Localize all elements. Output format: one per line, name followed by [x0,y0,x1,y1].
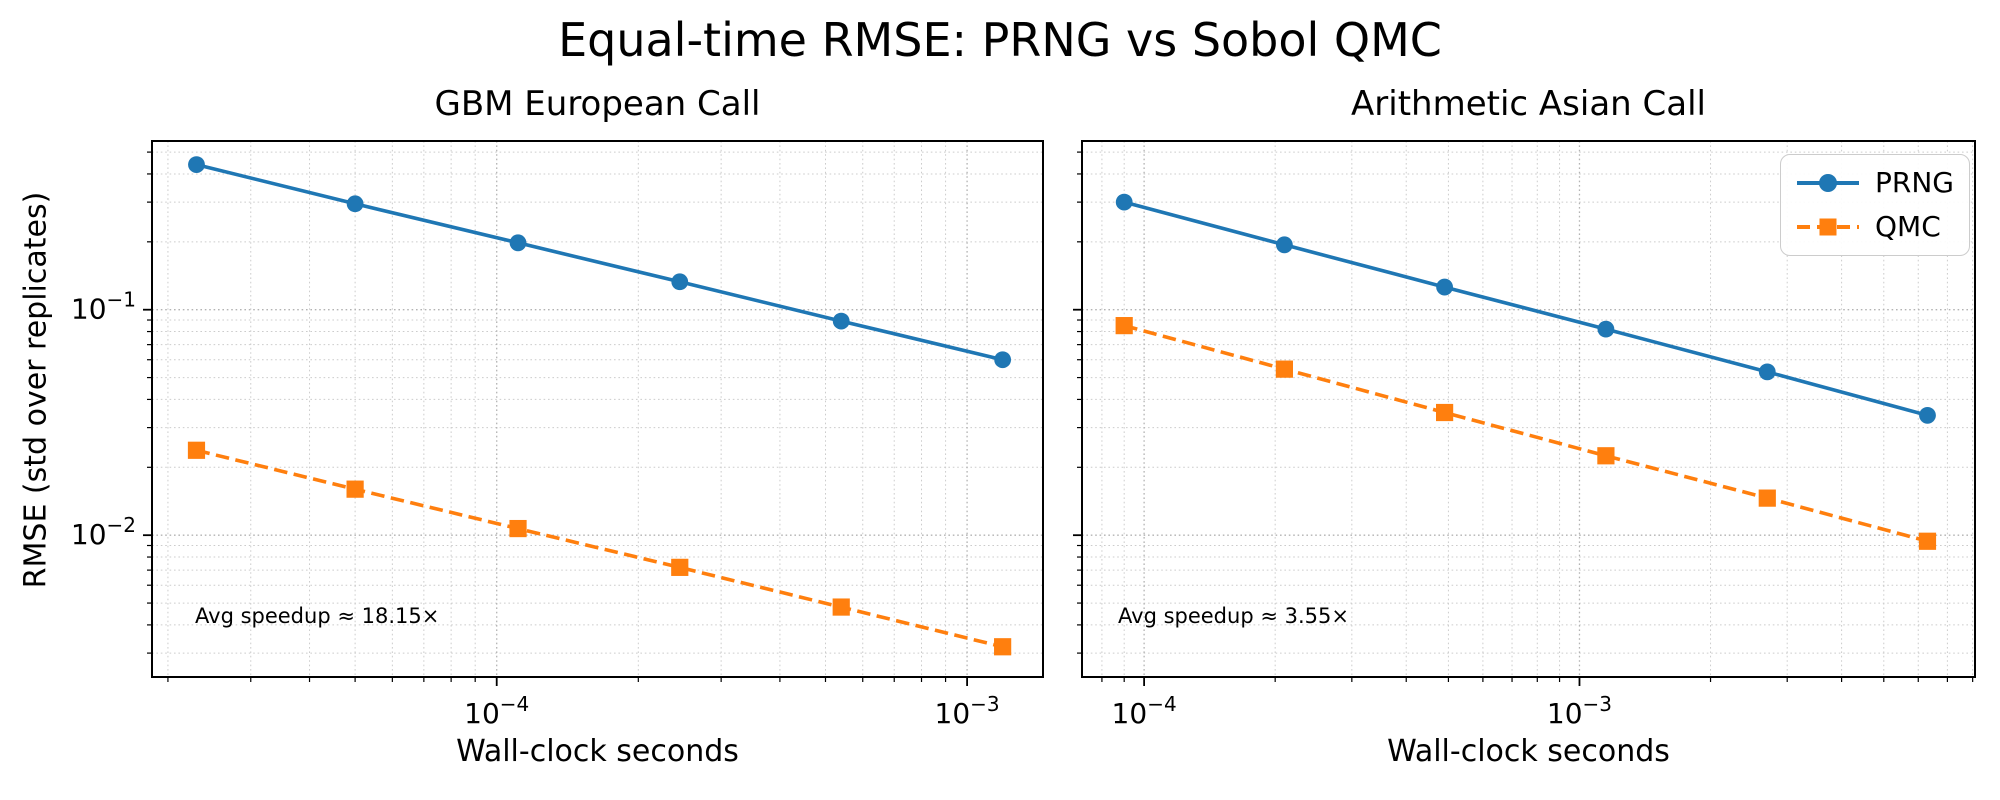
series-qmc-line [196,448,1004,649]
x-tick-label: 10−4 [464,692,529,730]
x-tick-label: 10−3 [935,692,1000,730]
subplot-title-gbm: GBM European Call [434,84,761,124]
legend: PRNG QMC [1780,154,1970,256]
grid-major [152,141,1043,677]
prng-line-sample [1797,173,1859,193]
series-qmc-markers [1115,317,1937,550]
speedup-annotation-left: Avg speedup ≈ 18.15× [195,604,440,628]
series-qmc-markers [187,441,1012,656]
series-prng-line [196,162,1004,362]
y-tick-label: 10−2 [71,513,136,551]
square-marker-icon [1819,218,1837,236]
axes-left: 10−4 10−3 10−1 10−2 [71,140,1044,730]
x-axis-label-left: Wall-clock seconds [456,734,739,769]
figure-title: Equal-time RMSE: PRNG vs Sobol QMC [558,13,1442,67]
y-axis-label: RMSE (std over replicates) [18,191,54,589]
x-axis-label-right: Wall-clock seconds [1387,734,1670,769]
series-prng-markers [188,156,1012,369]
speedup-annotation-right: Avg speedup ≈ 3.55× [1118,604,1349,628]
axes-frame [151,140,1044,678]
series-prng-line [1123,200,1928,418]
circle-marker-icon [1819,174,1837,192]
series-prng-markers [1115,193,1936,424]
legend-label-qmc: QMC [1875,210,1941,243]
grid-major [1082,141,1975,677]
y-tick-label: 10−1 [71,288,136,326]
x-tick-label: 10−3 [1547,692,1612,730]
legend-label-prng: PRNG [1875,166,1954,199]
x-tick-label: 10−4 [1112,692,1177,730]
grid-minor [152,141,1043,677]
qmc-line-sample [1797,217,1859,237]
series-qmc-line [1123,323,1928,543]
axes-frame [1081,140,1976,678]
legend-entry-prng: PRNG [1797,165,1955,201]
legend-entry-qmc: QMC [1797,209,1955,245]
subplot-title-asian: Arithmetic Asian Call [1351,84,1706,124]
